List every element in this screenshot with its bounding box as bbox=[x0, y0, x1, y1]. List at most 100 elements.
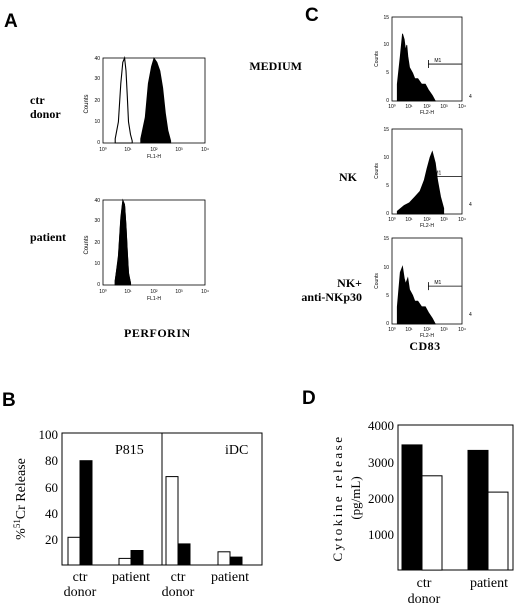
panel-c-row-1-xtick-1: 10¹ bbox=[405, 104, 413, 110]
panel-a-row-1-xtick-1: 10¹ bbox=[124, 147, 132, 153]
panel-b-xlabel-3-line-2: donor bbox=[162, 585, 195, 600]
panel-c-row-1-ylabel: Counts bbox=[374, 51, 380, 67]
panel-c-row-3-right-tick: 4 bbox=[469, 312, 472, 318]
panel-c-row-3-xtick-0: 10⁰ bbox=[388, 327, 396, 333]
panel-c-row-1: MEDIUM M1 Counts 0 5 10 15 10⁰ 10¹ 10² 1… bbox=[249, 15, 472, 116]
panel-c-row-3-ylabel: Counts bbox=[374, 273, 380, 289]
panel-c-row-2-ytick-1: 5 bbox=[386, 183, 389, 189]
panel-a-row-2-xtick-1: 10¹ bbox=[124, 289, 132, 295]
panel-a-row-2-frame bbox=[102, 199, 206, 286]
panel-c-row-1-filled-histogram bbox=[396, 33, 436, 102]
panel-b-ytick-60: 60 bbox=[45, 480, 58, 495]
panel-a-marker-label: PERFORIN bbox=[124, 326, 191, 340]
panel-c-row-3-xtick-4: 10⁴ bbox=[458, 327, 466, 333]
panel-a-row-2-ylabel: Counts bbox=[84, 235, 90, 254]
panel-c-row-2-gate-m1 bbox=[428, 172, 462, 181]
panel-c-row-1-ytick-2: 10 bbox=[383, 42, 389, 48]
panel-c-row-3-ytick-1: 5 bbox=[386, 293, 389, 299]
panel-c-row-3-xtick-3: 10³ bbox=[440, 327, 448, 333]
panel-a-row-1-xtick-2: 10² bbox=[150, 147, 158, 153]
panel-c-row-3-label-line-1: NK+ bbox=[337, 276, 362, 290]
panel-c-row-1-xtick-0: 10⁰ bbox=[388, 104, 396, 110]
panel-c-row-1-gate-m1 bbox=[428, 60, 462, 69]
panel-b-bar-idc-patient-filled bbox=[229, 556, 243, 566]
panel-c-row-1-right-tick: 4 bbox=[469, 94, 472, 100]
panel-c-row-2-right-tick: 4 bbox=[469, 202, 472, 208]
panel-c-row-3-ytick-3: 15 bbox=[383, 236, 389, 242]
panel-b-bar-p815-patient-filled bbox=[130, 550, 144, 566]
panel-a-row-2-xtick-2: 10² bbox=[150, 289, 158, 295]
panel-a-patient-open-histogram bbox=[114, 201, 132, 286]
panel-letter-c: C bbox=[305, 5, 319, 26]
panel-d-bar-chart bbox=[397, 424, 514, 571]
panel-b-bar-p815-ctr-donor-filled bbox=[79, 460, 93, 566]
panel-a-row-1-ytick-3: 30 bbox=[94, 76, 100, 82]
panel-b-xlabel-2: patient bbox=[112, 570, 150, 585]
panel-letter-d: D bbox=[302, 388, 316, 409]
panel-b-ytick-20: 20 bbox=[45, 532, 58, 547]
panel-c-row-3-xtick-2: 10² bbox=[423, 327, 431, 333]
panel-c-row-1-ytick-0: 0 bbox=[386, 98, 389, 104]
panel-b-ytick-80: 80 bbox=[45, 453, 58, 468]
panel-d-ytick-1000: 1000 bbox=[368, 527, 394, 542]
panel-b-ytick-40: 40 bbox=[45, 506, 58, 521]
panel-a-row-2: patient Counts 0 10 20 30 40 10⁰ 10¹ 10²… bbox=[30, 198, 209, 302]
panel-d-xlabel-1-line-1: ctr bbox=[417, 576, 432, 591]
panel-d-xlabel-1-line-2: donor bbox=[408, 592, 441, 607]
panel-c-row-1-label: MEDIUM bbox=[249, 59, 302, 73]
panel-c-row-1-gate-label: M1 bbox=[434, 58, 441, 64]
panel-a-row-1-ytick-2: 20 bbox=[94, 98, 100, 104]
panel-c-row-1-histogram: M1 bbox=[391, 16, 463, 102]
panel-b-subpanel-label-p815: P815 bbox=[115, 443, 144, 458]
panel-c-row-2-xtick-0: 10⁰ bbox=[388, 217, 396, 223]
panel-a-row-1-label-line-2: donor bbox=[30, 107, 61, 121]
panel-c-row-2-ytick-2: 10 bbox=[383, 155, 389, 161]
panel-d-bar-ctr-donor-open bbox=[421, 475, 443, 571]
panel-c-row-2-histogram: M1 bbox=[391, 128, 463, 215]
panel-a-row-2-ytick-4: 40 bbox=[94, 198, 100, 204]
panel-c-row-3-xtick-1: 10¹ bbox=[405, 327, 413, 333]
panel-c-row-2-label: NK bbox=[339, 170, 358, 184]
panel-a-row-2-ytick-1: 10 bbox=[94, 261, 100, 267]
panel-a-row-1-xtick-4: 10⁴ bbox=[201, 147, 209, 153]
panel-d-ylabel-line-2: (pg/mL) bbox=[348, 476, 363, 519]
panel-c-row-2-ytick-0: 0 bbox=[386, 211, 389, 217]
panel-c-row-2: NK M1 Counts 0 5 10 15 10⁰ 10¹ 10² 10³ 1… bbox=[339, 127, 472, 229]
panel-b-xlabel-3-line-1: ctr bbox=[171, 570, 186, 585]
panel-c-row-3-histogram: M1 bbox=[391, 237, 463, 325]
panel-d-ylabel-line-1: Cytokine release bbox=[330, 435, 345, 562]
panel-b-xlabel-1-line-1: ctr bbox=[73, 570, 88, 585]
panel-c-row-1-xlabel: FL2-H bbox=[420, 110, 434, 116]
panel-c-row-2-ylabel: Counts bbox=[374, 163, 380, 179]
panel-c-row-3-filled-histogram bbox=[396, 265, 436, 325]
panel-b-bar-p815-patient-open bbox=[118, 557, 132, 566]
panel-c-row-2-xtick-2: 10² bbox=[423, 217, 431, 223]
panel-d-ytick-2000: 2000 bbox=[368, 491, 394, 506]
panel-a-row-2-xlabel: FL1-H bbox=[147, 296, 161, 302]
panel-d-bar-patient-open bbox=[487, 491, 509, 571]
panel-a-row-2-xtick-3: 10³ bbox=[175, 289, 183, 295]
panel-d-ytick-4000: 4000 bbox=[368, 418, 394, 433]
panel-c-row-1-xtick-4: 10⁴ bbox=[458, 104, 466, 110]
panel-letter-a: A bbox=[4, 11, 18, 32]
panel-c-row-3: NK+ anti-NKp30 M1 Counts 0 5 10 15 10⁰ 1… bbox=[301, 236, 472, 339]
panel-b-ytick-100: 100 bbox=[39, 427, 59, 442]
panel-a-row-1-xlabel: FL1-H bbox=[147, 154, 161, 160]
panel-c-row-2-ytick-3: 15 bbox=[383, 127, 389, 133]
panel-a-row-2-ytick-2: 20 bbox=[94, 240, 100, 246]
panel-a-ctr-donor-filled-histogram bbox=[140, 57, 172, 144]
panel-a-row-2-label: patient bbox=[30, 230, 66, 244]
panel-b-subpanel-label-idc: iDC bbox=[225, 443, 248, 458]
panel-c-row-3-ytick-0: 0 bbox=[386, 321, 389, 327]
panel-a-row-2-ytick-0: 0 bbox=[97, 282, 100, 288]
panel-a-row-2-xtick-4: 10⁴ bbox=[201, 289, 209, 295]
panel-c-row-2-gate-label: M1 bbox=[434, 171, 441, 177]
panel-a-row-2-xtick-0: 10⁰ bbox=[99, 289, 107, 295]
panel-b-bar-idc-ctr-donor-filled bbox=[177, 543, 191, 566]
panel-c-row-2-xlabel: FL2-H bbox=[420, 223, 434, 229]
panel-c-row-1-xtick-2: 10² bbox=[423, 104, 431, 110]
panel-a-row-1-xtick-0: 10⁰ bbox=[99, 147, 107, 153]
panel-b-bar-idc-patient-open bbox=[217, 551, 231, 566]
panel-a-row-1: ctr donor Counts 0 10 20 30 40 10⁰ 10¹ 1… bbox=[30, 55, 209, 160]
